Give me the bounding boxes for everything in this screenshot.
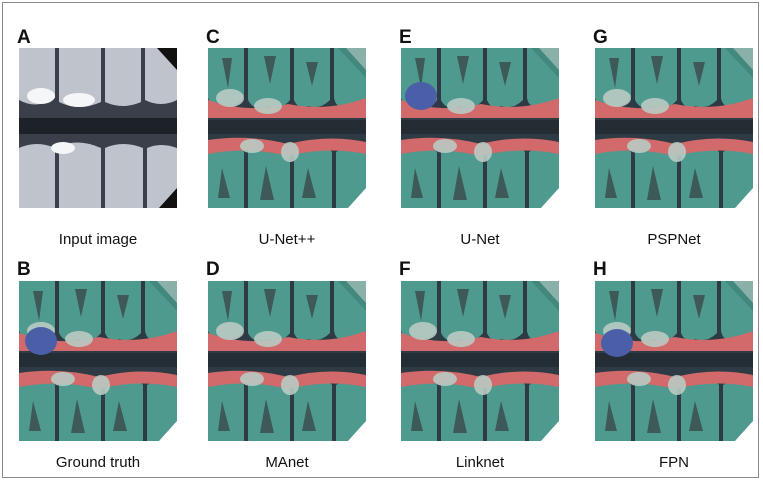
- panel-image: [19, 281, 177, 441]
- panel-letter: D: [206, 259, 220, 281]
- panel-letter: A: [17, 27, 31, 49]
- panel-caption: U-Net++: [208, 231, 366, 248]
- panel-letter: E: [399, 27, 412, 49]
- panel-letter: B: [17, 259, 31, 281]
- figure: A Input image B Ground truth C U-Net++ D MAnet E…: [2, 2, 759, 478]
- panel-image: [19, 48, 177, 208]
- panel-image: [595, 48, 753, 208]
- panel-caption: FPN: [595, 454, 753, 471]
- panel-letter: H: [593, 259, 607, 281]
- panel-letter: C: [206, 27, 220, 49]
- panel-image: [595, 281, 753, 441]
- panel-image: [208, 281, 366, 441]
- panel-letter: G: [593, 27, 608, 49]
- panel-caption: PSPNet: [595, 231, 753, 248]
- panel-caption: Input image: [19, 231, 177, 248]
- panel-image: [401, 48, 559, 208]
- panel-letter: F: [399, 259, 411, 281]
- panel-caption: MAnet: [208, 454, 366, 471]
- panel-caption: Linknet: [401, 454, 559, 471]
- panel-image: [401, 281, 559, 441]
- panel-caption: Ground truth: [19, 454, 177, 471]
- panel-caption: U-Net: [401, 231, 559, 248]
- panel-image: [208, 48, 366, 208]
